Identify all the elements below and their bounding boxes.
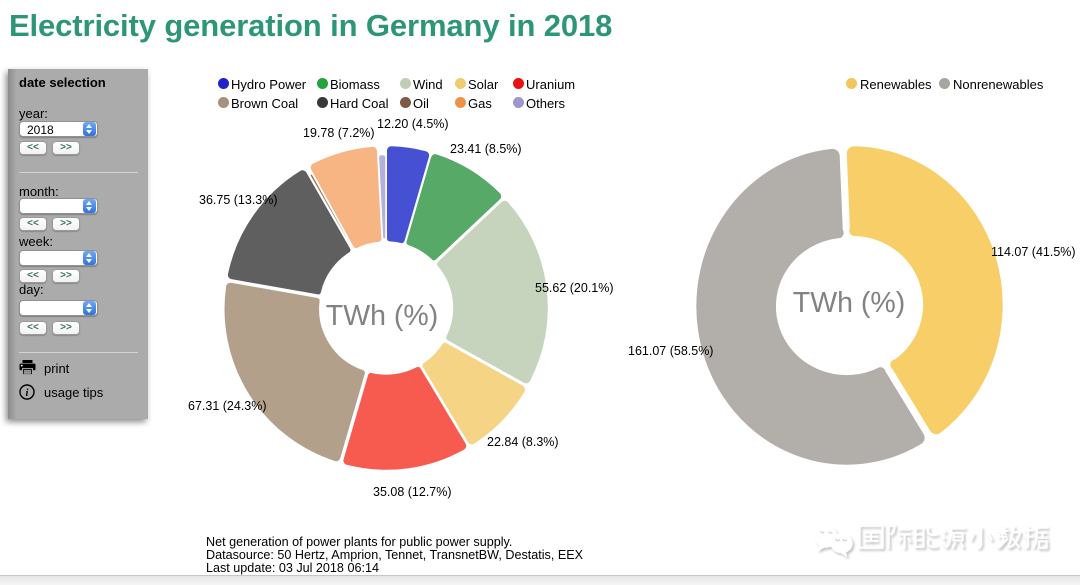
svg-text:i: i xyxy=(26,388,29,399)
svg-text:TWh (%): TWh (%) xyxy=(793,287,905,319)
svg-text:TWh (%): TWh (%) xyxy=(326,300,438,332)
